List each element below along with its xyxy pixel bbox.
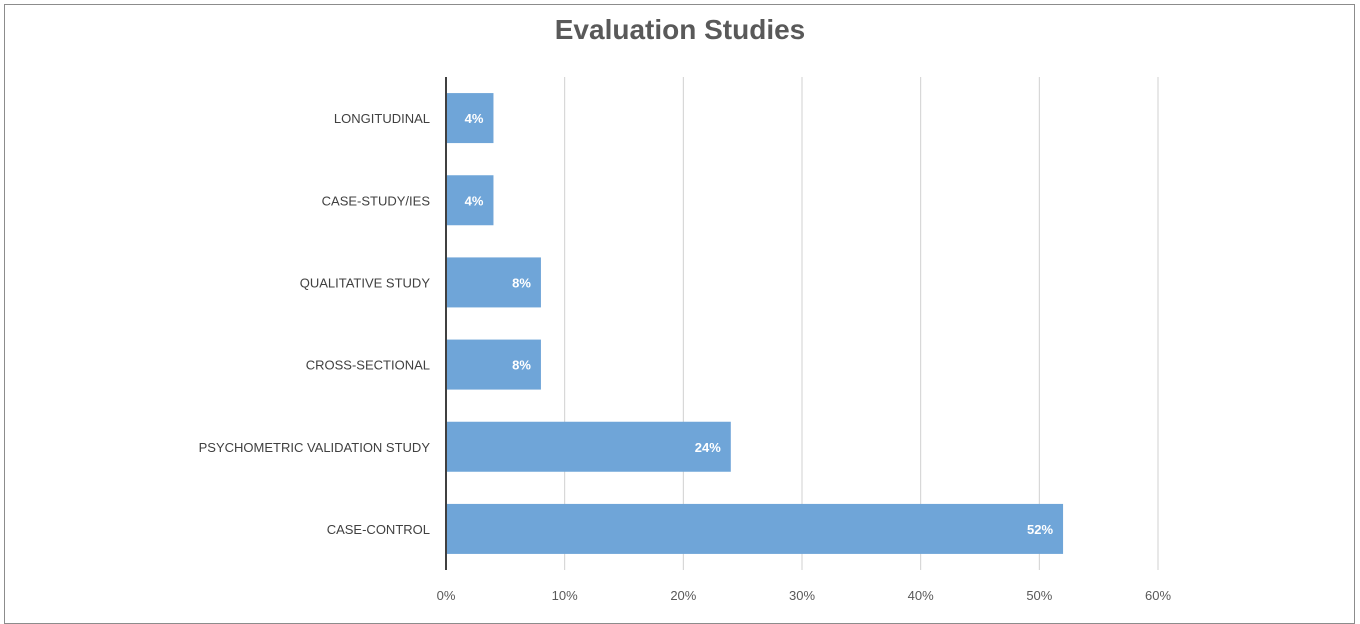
bar bbox=[446, 93, 494, 144]
data-label: 8% bbox=[512, 358, 531, 373]
bar bbox=[446, 503, 1064, 554]
chart-title: Evaluation Studies bbox=[554, 14, 806, 45]
gridlines bbox=[564, 77, 1159, 570]
x-tick-label: 10% bbox=[552, 588, 578, 603]
category-label: PSYCHOMETRIC VALIDATION STUDY bbox=[199, 440, 431, 455]
x-tick-label: 30% bbox=[789, 588, 815, 603]
data-label: 4% bbox=[465, 193, 484, 208]
x-tick-labels: 0% 10% 20% 30% 40% 50% 60% bbox=[437, 588, 1172, 603]
category-label: CASE-STUDY/IES bbox=[322, 193, 431, 208]
data-label: 8% bbox=[512, 275, 531, 290]
bar bbox=[446, 257, 541, 308]
bar bbox=[446, 339, 541, 390]
x-tick-label: 20% bbox=[670, 588, 696, 603]
category-label: LONGITUDINAL bbox=[334, 111, 430, 126]
data-label: 4% bbox=[465, 111, 484, 126]
category-label: CASE-CONTROL bbox=[327, 522, 430, 537]
x-tick-label: 60% bbox=[1145, 588, 1171, 603]
category-label: CROSS-SECTIONAL bbox=[306, 358, 430, 373]
bar bbox=[446, 421, 731, 472]
data-label: 24% bbox=[695, 440, 721, 455]
category-label: QUALITATIVE STUDY bbox=[300, 275, 431, 290]
x-tick-label: 40% bbox=[908, 588, 934, 603]
x-tick-label: 50% bbox=[1026, 588, 1052, 603]
bar bbox=[446, 175, 494, 226]
x-tick-label: 0% bbox=[437, 588, 456, 603]
data-label: 52% bbox=[1027, 522, 1053, 537]
data-labels: 4% 4% 8% 8% 24% 52% bbox=[465, 111, 1054, 537]
category-labels: LONGITUDINAL CASE-STUDY/IES QUALITATIVE ST… bbox=[199, 111, 431, 537]
bars bbox=[446, 93, 1064, 554]
